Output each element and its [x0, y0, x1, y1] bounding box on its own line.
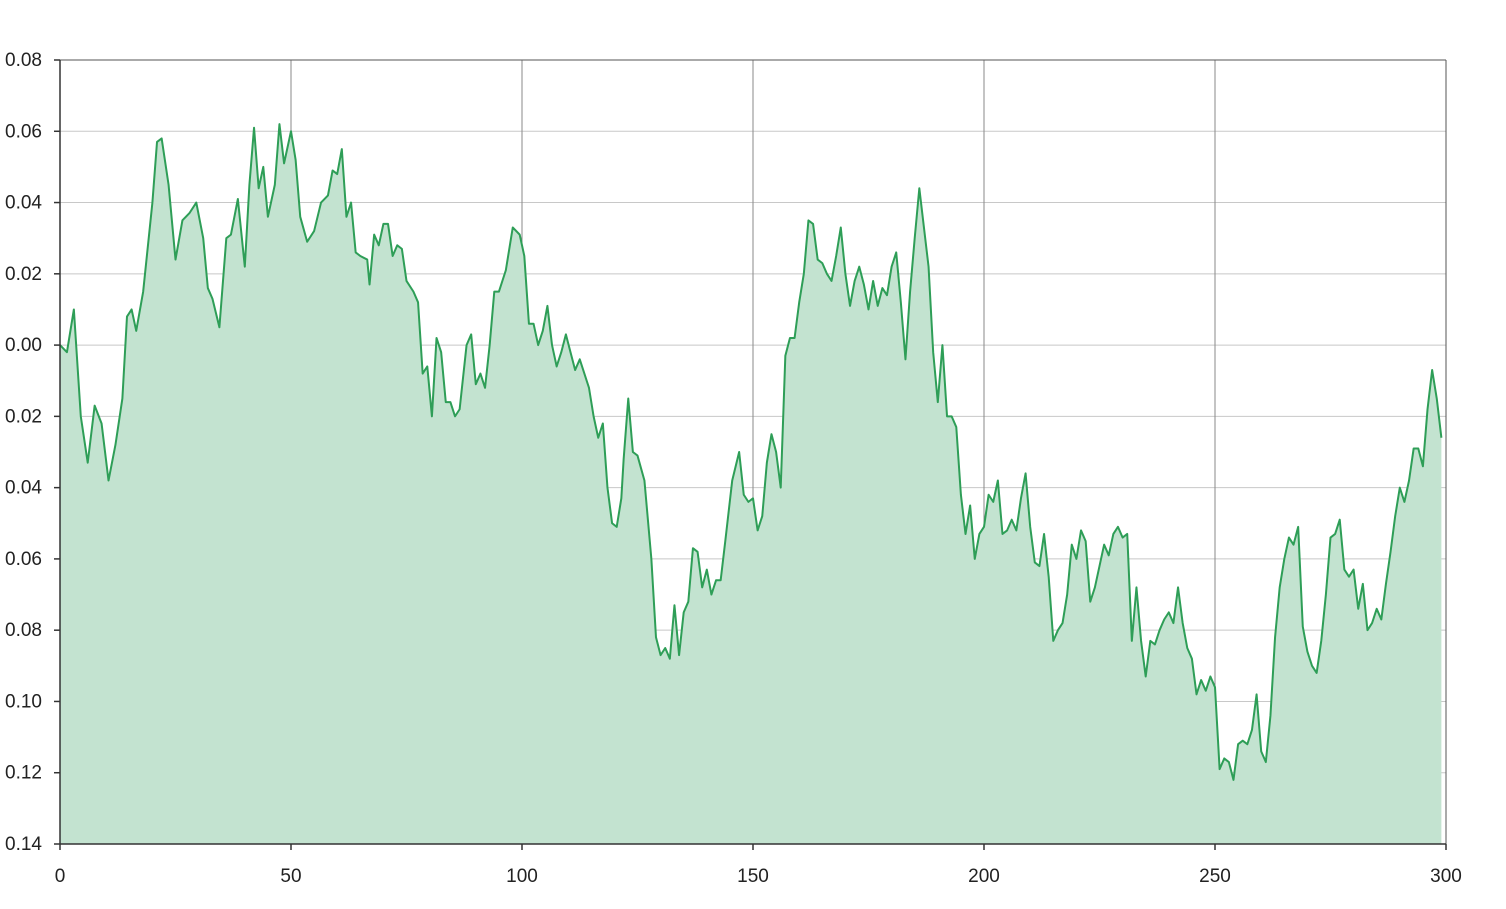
x-tick-label: 250	[1199, 866, 1231, 887]
x-tick-label: 200	[968, 866, 1000, 887]
x-tick-label: 50	[280, 866, 301, 887]
x-tick-label: 0	[55, 866, 66, 887]
x-tick-label: 100	[506, 866, 538, 887]
area-layer	[59, 123, 1443, 844]
y-tick-label: 0.08	[5, 620, 42, 641]
y-tick-label: 0.04	[5, 478, 42, 499]
y-tick-label: 0.00	[5, 335, 42, 356]
ticks-layer: 0.08 0.06 0.04 0.02 0.00 0.02 0.04 0.06 0.08 0.10…	[5, 50, 1462, 887]
y-tick-label: 0.10	[5, 691, 42, 712]
y-tick-label: 0.08	[5, 50, 42, 71]
y-tick-label: 0.12	[5, 763, 42, 784]
area-fill	[60, 124, 1442, 844]
x-tick-label: 300	[1430, 866, 1462, 887]
y-tick-label: 0.06	[5, 549, 42, 570]
y-tick-label: 0.02	[5, 406, 42, 427]
x-tick-label: 150	[737, 866, 769, 887]
y-tick-label: 0.02	[5, 264, 42, 285]
y-tick-label: 0.14	[5, 834, 42, 855]
y-tick-label: 0.06	[5, 121, 42, 142]
y-tick-label: 0.04	[5, 193, 42, 214]
series-line	[59, 123, 1443, 781]
